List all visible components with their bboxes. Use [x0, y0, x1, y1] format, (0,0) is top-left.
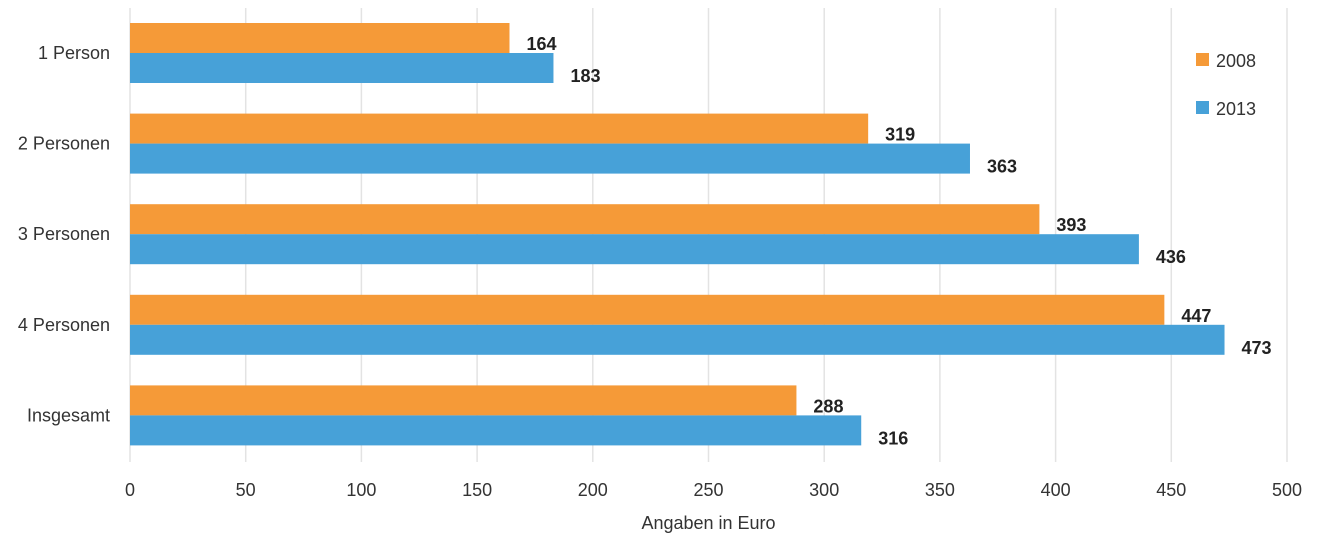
- x-tick-400: 400: [1041, 480, 1071, 500]
- data-label-2008-1: 319: [885, 125, 915, 145]
- bar-2013-3: [130, 324, 1225, 355]
- category-label-4: Insgesamt: [27, 405, 110, 425]
- bar-2013-1: [130, 143, 970, 174]
- legend-label-2013: 2013: [1216, 99, 1256, 119]
- bar-2008-3: [130, 294, 1165, 325]
- data-label-2008-2: 393: [1056, 215, 1086, 235]
- bar-2008-1: [130, 113, 869, 144]
- data-label-2008-0: 164: [526, 34, 556, 54]
- category-label-0: 1 Person: [38, 43, 110, 63]
- legend-swatch-2008: [1196, 53, 1209, 66]
- bars: [130, 23, 1225, 446]
- bar-2013-0: [130, 53, 554, 83]
- x-tick-300: 300: [809, 480, 839, 500]
- data-label-2013-2: 436: [1156, 247, 1186, 267]
- data-label-2013-1: 363: [987, 157, 1017, 177]
- data-labels: 164 183 319 363 393 436 447 473 288 316: [526, 34, 1271, 448]
- legend-swatch-2013: [1196, 101, 1209, 114]
- x-tick-labels: 0 50 100 150 200 250 300 350 400 450 500: [125, 480, 1302, 500]
- data-label-2013-0: 183: [570, 66, 600, 86]
- bar-2008-2: [130, 204, 1040, 235]
- category-label-1: 2 Personen: [18, 134, 110, 154]
- bar-2013-4: [130, 415, 862, 446]
- x-tick-450: 450: [1156, 480, 1186, 500]
- legend-label-2008: 2008: [1216, 51, 1256, 71]
- data-label-2013-4: 316: [878, 428, 908, 448]
- x-tick-200: 200: [578, 480, 608, 500]
- x-tick-350: 350: [925, 480, 955, 500]
- x-tick-100: 100: [346, 480, 376, 500]
- bar-2013-2: [130, 234, 1139, 265]
- data-label-2008-3: 447: [1181, 306, 1211, 326]
- bar-2008-4: [130, 385, 797, 416]
- x-tick-500: 500: [1272, 480, 1302, 500]
- bar-2008-0: [130, 23, 510, 53]
- x-axis-title: Angaben in Euro: [641, 513, 775, 533]
- x-tick-0: 0: [125, 480, 135, 500]
- category-label-3: 4 Personen: [18, 315, 110, 335]
- x-tick-150: 150: [462, 480, 492, 500]
- data-label-2008-4: 288: [813, 396, 843, 416]
- category-labels: 1 Person 2 Personen 3 Personen 4 Personen In…: [18, 43, 110, 425]
- x-tick-50: 50: [236, 480, 256, 500]
- legend: 2008 2013: [1196, 51, 1256, 119]
- x-tick-250: 250: [693, 480, 723, 500]
- data-label-2013-3: 473: [1242, 338, 1272, 358]
- category-label-2: 3 Personen: [18, 224, 110, 244]
